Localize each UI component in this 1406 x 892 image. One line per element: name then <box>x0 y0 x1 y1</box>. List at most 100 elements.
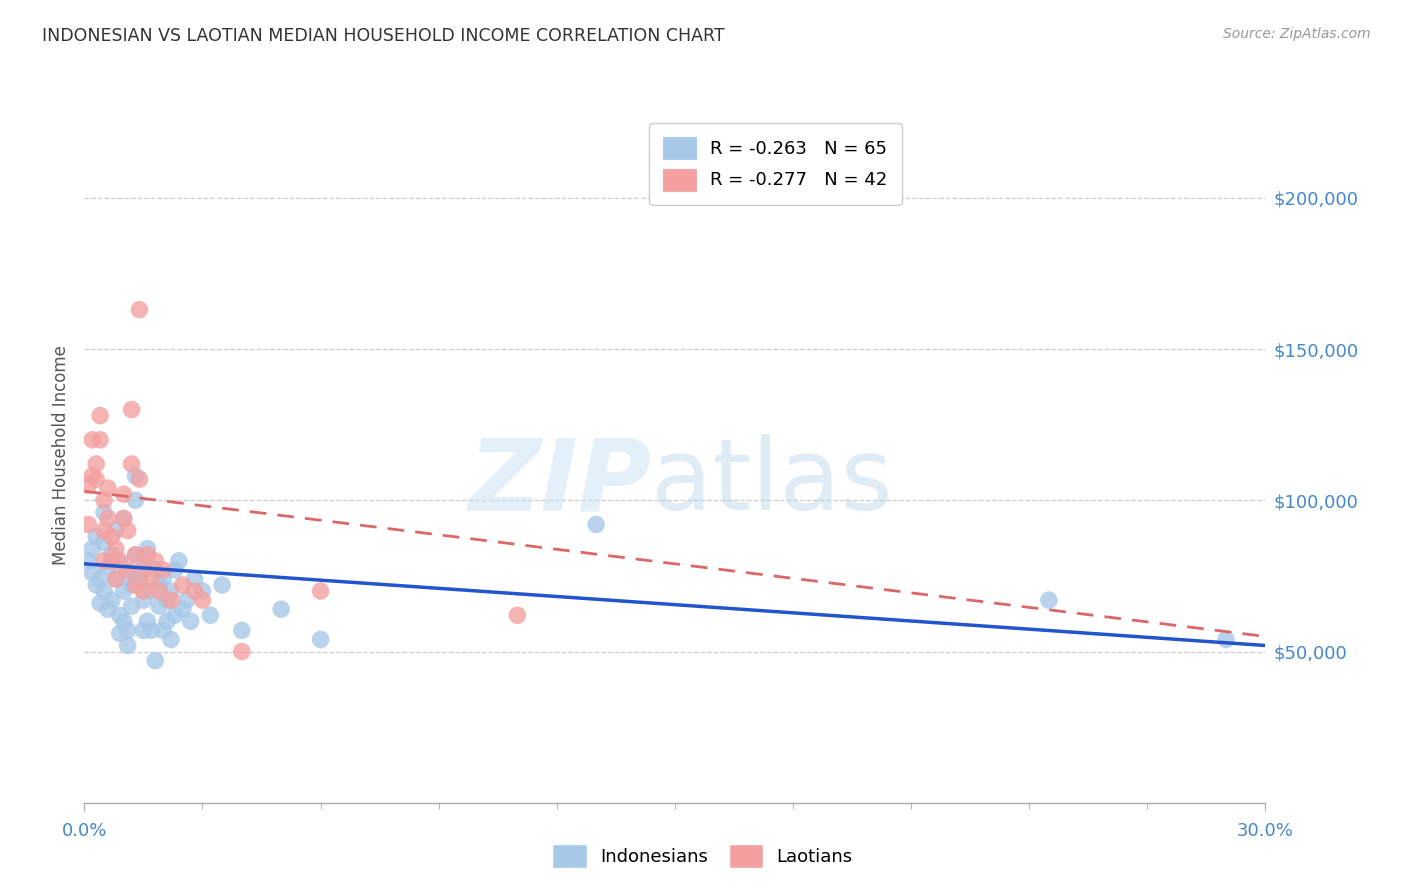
Point <box>172 578 194 592</box>
Point <box>128 566 150 580</box>
Point <box>101 548 124 562</box>
Point <box>82 469 104 483</box>
Point <box>93 493 115 508</box>
Point <box>117 639 139 653</box>
Point <box>93 535 115 549</box>
Point <box>101 554 124 568</box>
Point <box>82 433 104 447</box>
Point <box>97 481 120 495</box>
Point <box>77 517 100 532</box>
Point <box>1038 593 1060 607</box>
Point <box>82 541 104 556</box>
Point <box>1215 632 1237 647</box>
Point <box>176 593 198 607</box>
Point <box>112 615 135 629</box>
Point <box>585 517 607 532</box>
Y-axis label: Median Household Income: Median Household Income <box>52 345 70 565</box>
Point <box>136 615 159 629</box>
Point <box>89 596 111 610</box>
Point <box>117 524 139 538</box>
Point <box>93 505 115 519</box>
Point <box>132 584 155 599</box>
Point <box>309 584 332 599</box>
Point <box>211 578 233 592</box>
Point <box>97 559 120 574</box>
Point <box>132 593 155 607</box>
Point <box>112 487 135 501</box>
Point <box>104 541 127 556</box>
Point <box>163 563 186 577</box>
Point <box>104 572 127 586</box>
Point <box>152 563 174 577</box>
Point <box>128 572 150 586</box>
Point <box>141 572 163 586</box>
Point <box>89 433 111 447</box>
Point <box>191 593 214 607</box>
Point <box>84 457 107 471</box>
Text: atlas: atlas <box>651 434 893 532</box>
Point <box>506 608 529 623</box>
Point <box>108 557 131 571</box>
Point <box>141 624 163 638</box>
Legend: Indonesians, Laotians: Indonesians, Laotians <box>546 838 860 874</box>
Point <box>124 548 146 562</box>
Point <box>108 608 131 623</box>
Point <box>143 563 166 577</box>
Point <box>148 584 170 599</box>
Point <box>121 599 143 614</box>
Point <box>180 615 202 629</box>
Point <box>121 578 143 592</box>
Point <box>101 530 124 544</box>
Point <box>231 644 253 658</box>
Point <box>117 566 139 580</box>
Point <box>156 593 179 607</box>
Point <box>112 511 135 525</box>
Point <box>143 654 166 668</box>
Point <box>82 566 104 580</box>
Point <box>231 624 253 638</box>
Point <box>132 563 155 577</box>
Point <box>309 632 332 647</box>
Point <box>128 302 150 317</box>
Point <box>77 478 100 492</box>
Point <box>124 578 146 592</box>
Point <box>183 584 205 599</box>
Point <box>141 584 163 599</box>
Point <box>117 624 139 638</box>
Point <box>160 593 183 607</box>
Point <box>84 472 107 486</box>
Point <box>121 402 143 417</box>
Point <box>84 530 107 544</box>
Point <box>84 578 107 592</box>
Point <box>97 602 120 616</box>
Point <box>148 599 170 614</box>
Point <box>200 608 222 623</box>
Text: INDONESIAN VS LAOTIAN MEDIAN HOUSEHOLD INCOME CORRELATION CHART: INDONESIAN VS LAOTIAN MEDIAN HOUSEHOLD I… <box>42 27 725 45</box>
Point <box>172 602 194 616</box>
Point <box>104 524 127 538</box>
Point <box>132 554 155 568</box>
Point <box>163 608 186 623</box>
Point <box>124 469 146 483</box>
Point <box>128 472 150 486</box>
Point <box>108 626 131 640</box>
Point <box>97 511 120 525</box>
Point <box>160 632 183 647</box>
Point <box>136 541 159 556</box>
Point <box>89 572 111 586</box>
Point <box>160 584 183 599</box>
Point <box>93 524 115 538</box>
Point <box>93 554 115 568</box>
Point <box>152 572 174 586</box>
Point <box>101 593 124 607</box>
Point <box>148 578 170 592</box>
Text: ZIP: ZIP <box>468 434 651 532</box>
Point <box>108 554 131 568</box>
Point <box>124 493 146 508</box>
Point <box>183 572 205 586</box>
Point <box>156 615 179 629</box>
Text: Source: ZipAtlas.com: Source: ZipAtlas.com <box>1223 27 1371 41</box>
Point <box>93 584 115 599</box>
Point <box>152 624 174 638</box>
Point <box>104 572 127 586</box>
